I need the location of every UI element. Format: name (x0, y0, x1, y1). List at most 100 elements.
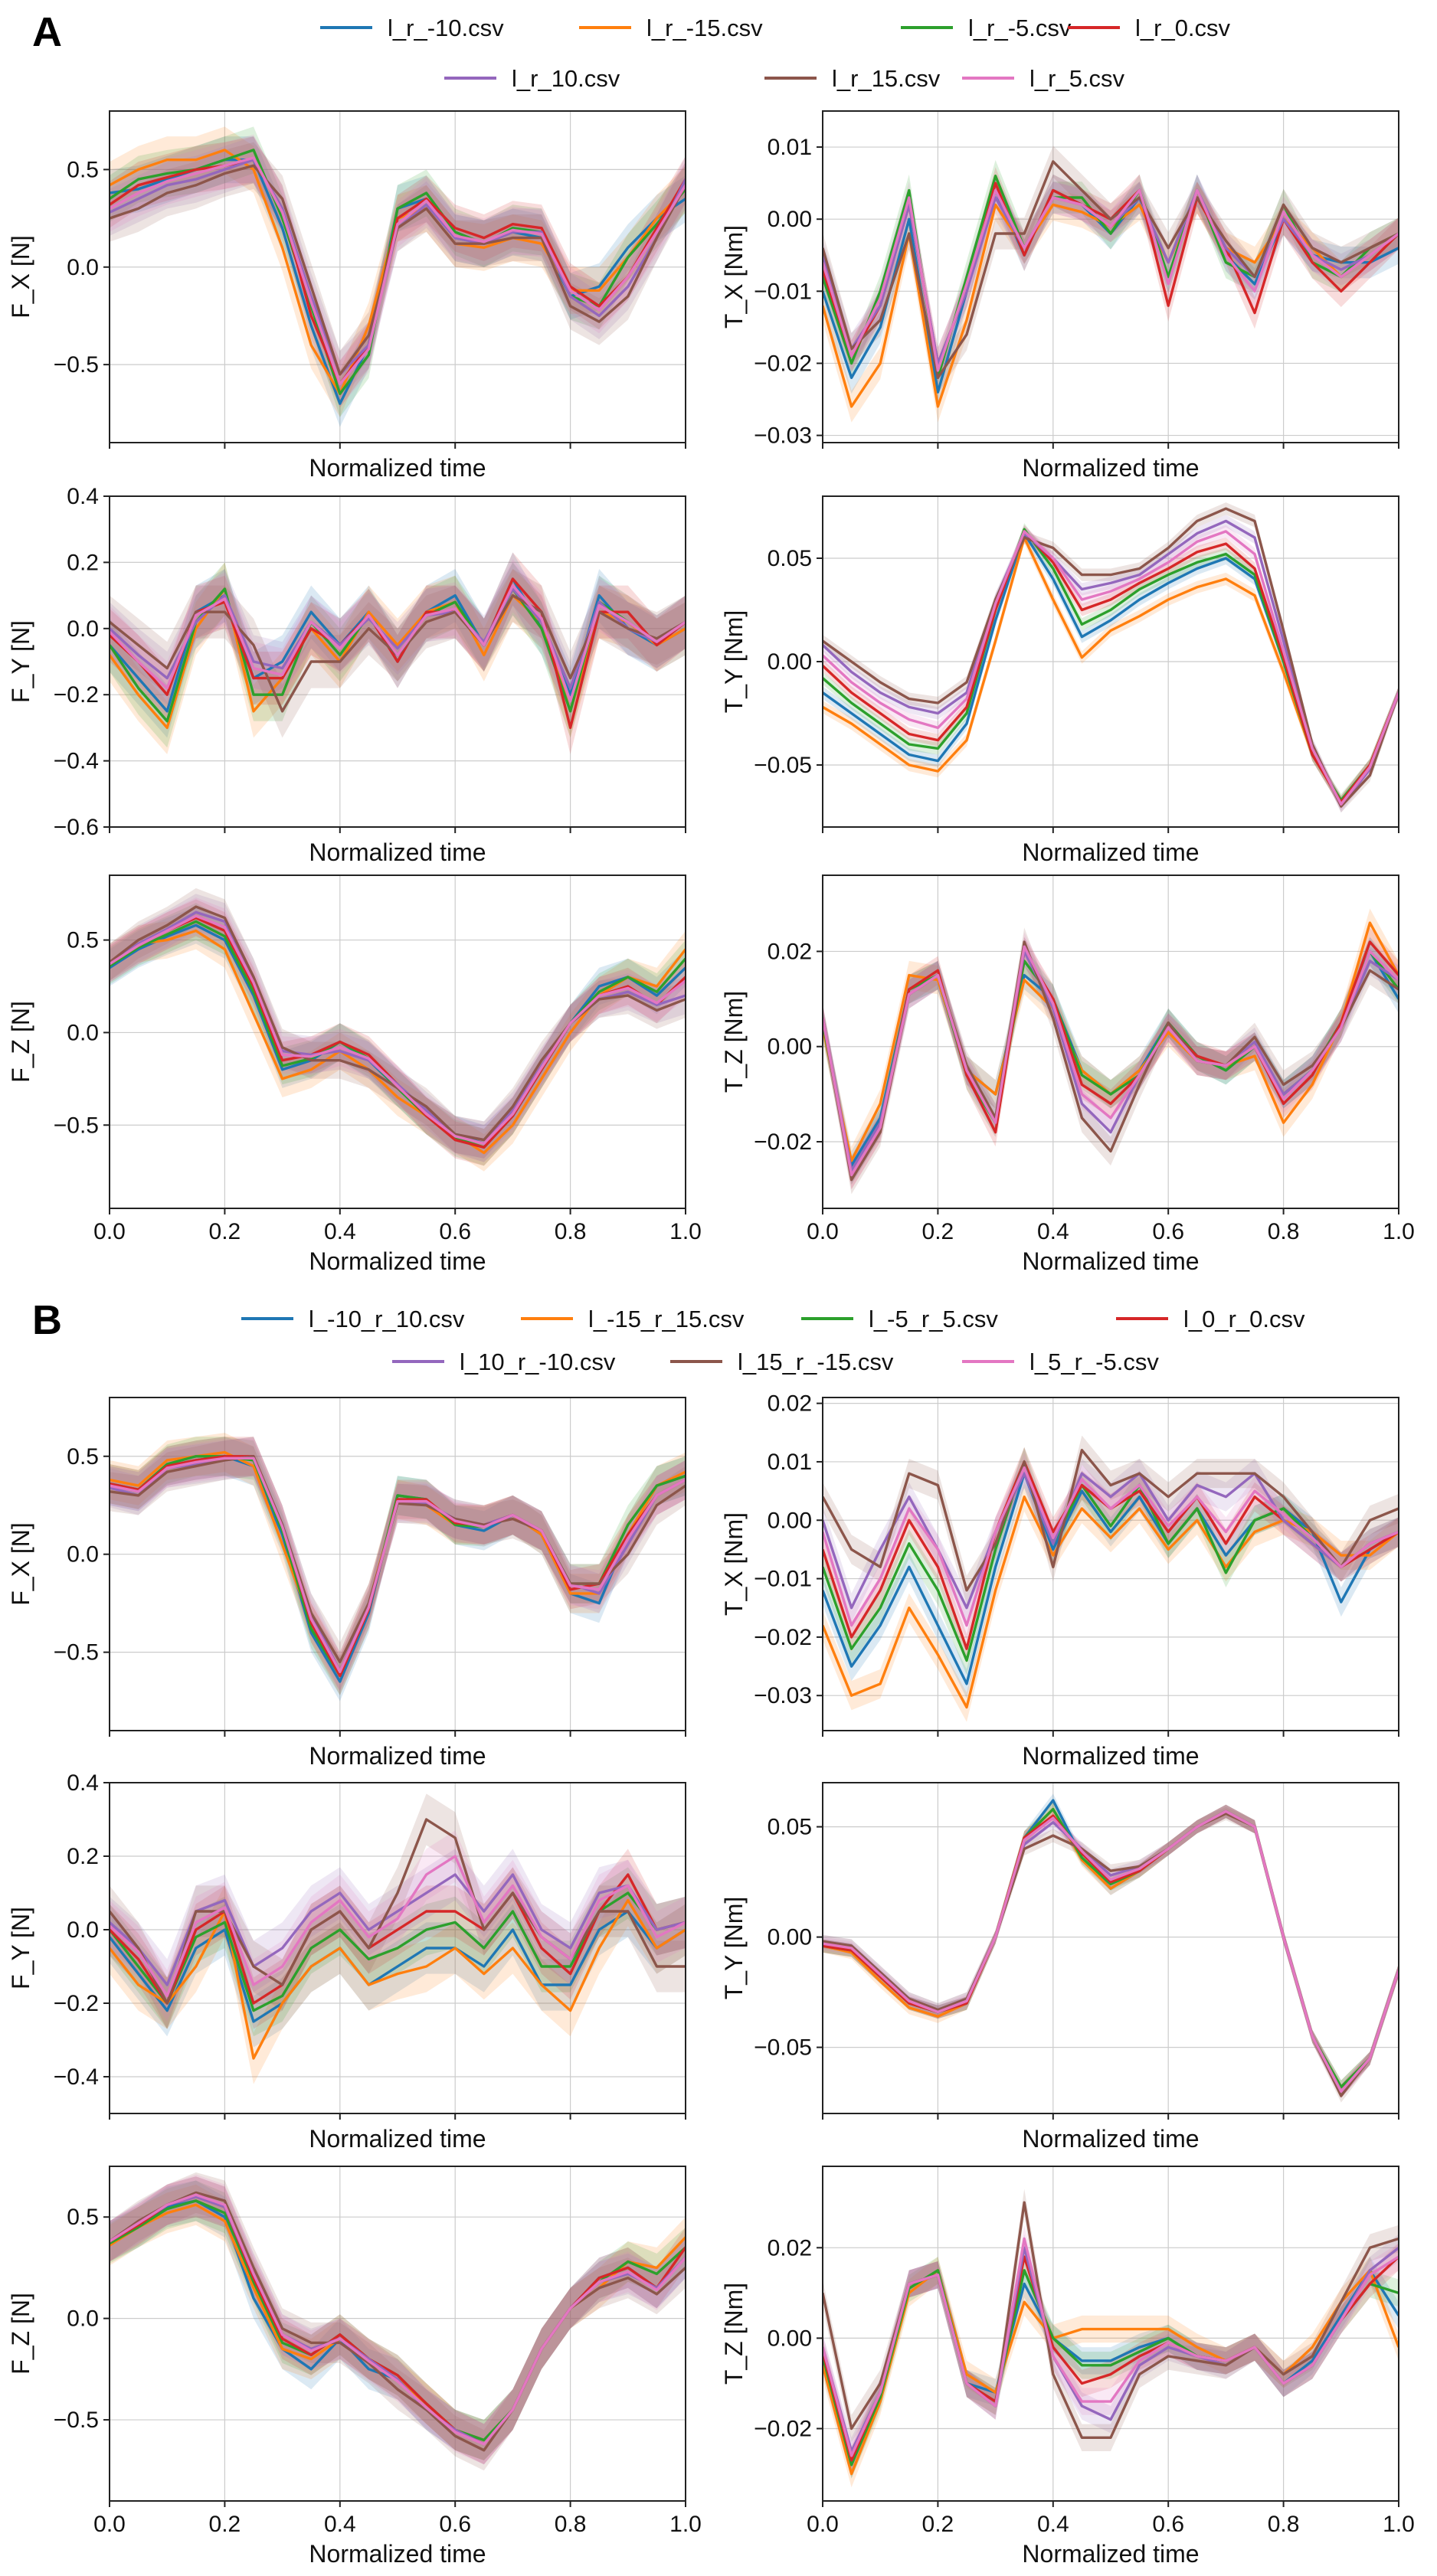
y-tick-label: 0.0 (67, 2306, 99, 2332)
legend-label: l_-15_r_15.csv (588, 1306, 745, 1332)
series-line (823, 1799, 1399, 2089)
y-tick-label: −0.02 (754, 351, 812, 376)
y-tick-label: 0.0 (67, 255, 99, 280)
series-line (823, 1809, 1399, 2093)
legend-item: l_r_5.csv (962, 65, 1125, 92)
confidence-band (823, 1459, 1399, 1623)
confidence-band (110, 136, 686, 408)
legend-label: l_r_0.csv (1135, 15, 1231, 41)
series-line (823, 945, 1399, 1177)
series-line (110, 584, 686, 703)
legend-label: l_r_-10.csv (388, 15, 504, 41)
y-tick-label: −0.02 (754, 1625, 812, 1650)
x-tick-label: 0.6 (439, 1219, 471, 1244)
legend-label: l_r_-15.csv (646, 15, 763, 41)
y-tick-label: 0.02 (768, 2235, 812, 2261)
y-tick-label: 0.00 (768, 649, 812, 675)
x-axis-label: Normalized time (1022, 2540, 1199, 2568)
legend-label: l_r_15.csv (832, 65, 941, 92)
series-line (110, 587, 686, 730)
subplot-B-FY: 0.4 0.2 0.0 −0.2 −0.4 Normalized time F_Y [N] (7, 1770, 686, 2153)
y-axis-label: F_Z [N] (7, 1001, 34, 1083)
confidence-band (823, 2257, 1399, 2479)
confidence-band (823, 1804, 1399, 2098)
legend-label: l_r_-5.csv (968, 15, 1072, 41)
y-tick-label: −0.03 (754, 423, 812, 449)
y-axis-label: F_X [N] (7, 1522, 34, 1605)
y-axis-label: F_Y [N] (7, 1907, 34, 1989)
y-tick-label: 0.00 (768, 207, 812, 232)
y-tick-label: −0.02 (754, 1129, 812, 1155)
legend-label: l_-5_r_5.csv (869, 1306, 998, 1332)
legend-item: l_-15_r_15.csv (521, 1306, 745, 1332)
series-line (110, 158, 686, 386)
y-tick-label: −0.03 (754, 1683, 812, 1708)
x-tick-label: 1.0 (1383, 1219, 1415, 1244)
series-line (110, 1910, 686, 2023)
series-line (110, 1818, 686, 2005)
panel-label-A: A (32, 9, 62, 55)
series-line (823, 940, 1399, 1177)
x-axis-label: Normalized time (309, 2125, 486, 2153)
y-tick-label: 0.02 (768, 939, 812, 964)
x-tick-label: 0.6 (439, 2512, 471, 2537)
confidence-band (823, 1435, 1399, 1605)
y-tick-label: 0.00 (768, 1035, 812, 1060)
plot-area (110, 1433, 686, 1702)
x-tick-label: 0.4 (324, 1219, 356, 1244)
series-line (823, 1448, 1399, 1592)
series-line (110, 1455, 686, 1678)
series-line (110, 929, 686, 1155)
x-tick-label: 0.0 (93, 1219, 126, 1244)
plot-area (110, 126, 686, 427)
y-tick-label: −0.6 (54, 815, 99, 840)
legend-item: l_0_r_0.csv (1116, 1306, 1305, 1332)
legend-item: l_r_-5.csv (901, 15, 1072, 41)
legend-item: l_r_10.csv (444, 65, 620, 92)
subplot-B-FX: 0.5 0.0 −0.5 Normalized time F_X [N] (7, 1397, 686, 1770)
confidence-band (823, 2257, 1399, 2488)
subplot-A-TZ: 0.0 0.2 0.4 0.6 0.8 1.0 0.02 0.00 −0.02 Normalize… (720, 874, 1415, 1275)
x-tick-label: 1.0 (669, 2512, 702, 2537)
y-tick-label: 0.2 (67, 550, 99, 575)
axes-frame (822, 1397, 1399, 1731)
y-axis-label: T_Y [Nm] (720, 1897, 748, 2000)
series-line (110, 2191, 686, 2452)
axes-frame (109, 1397, 686, 1731)
series-line (110, 1855, 686, 1998)
confidence-band (110, 1437, 686, 1695)
y-tick-label: 0.0 (67, 616, 99, 642)
y-tick-label: −0.05 (754, 753, 812, 778)
confidence-band (110, 1875, 686, 2084)
legend-label: l_0_r_0.csv (1183, 1306, 1305, 1332)
subplot-B-FZ: 0.0 0.2 0.4 0.6 0.8 1.0 0.5 0.0 −0.5 Normalized t… (7, 2166, 702, 2568)
series-line (110, 914, 686, 1146)
x-axis-label: Normalized time (1022, 839, 1199, 866)
confidence-band (823, 527, 1399, 809)
y-tick-label: 0.01 (768, 1450, 812, 1475)
series-line (823, 1466, 1399, 1627)
legend-item: l_5_r_-5.csv (962, 1348, 1159, 1375)
x-axis-label: Normalized time (309, 839, 486, 866)
series-line (823, 2237, 1399, 2457)
x-tick-label: 1.0 (1383, 2512, 1415, 2537)
confidence-band (823, 174, 1399, 380)
x-axis-label: Normalized time (1022, 454, 1199, 482)
legend-item: l_r_-15.csv (579, 15, 763, 41)
confidence-band (823, 1482, 1399, 1722)
x-tick-label: 0.0 (807, 1219, 839, 1244)
y-tick-label: 0.01 (768, 135, 812, 160)
y-tick-label: 0.5 (67, 2205, 99, 2230)
series-line (823, 1472, 1399, 1610)
series-line (823, 1807, 1399, 2089)
legend-label: l_-10_r_10.csv (309, 1306, 465, 1332)
plot-area (110, 1793, 686, 2084)
plot-area (823, 502, 1399, 813)
x-tick-label: 0.6 (1152, 2512, 1184, 2537)
x-axis-label: Normalized time (309, 454, 486, 482)
y-axis-label: T_Z [Nm] (720, 2283, 748, 2385)
y-tick-label: −0.5 (54, 1640, 99, 1666)
confidence-band (110, 136, 686, 398)
x-tick-label: 0.0 (93, 2512, 126, 2537)
confidence-band (823, 181, 1399, 423)
